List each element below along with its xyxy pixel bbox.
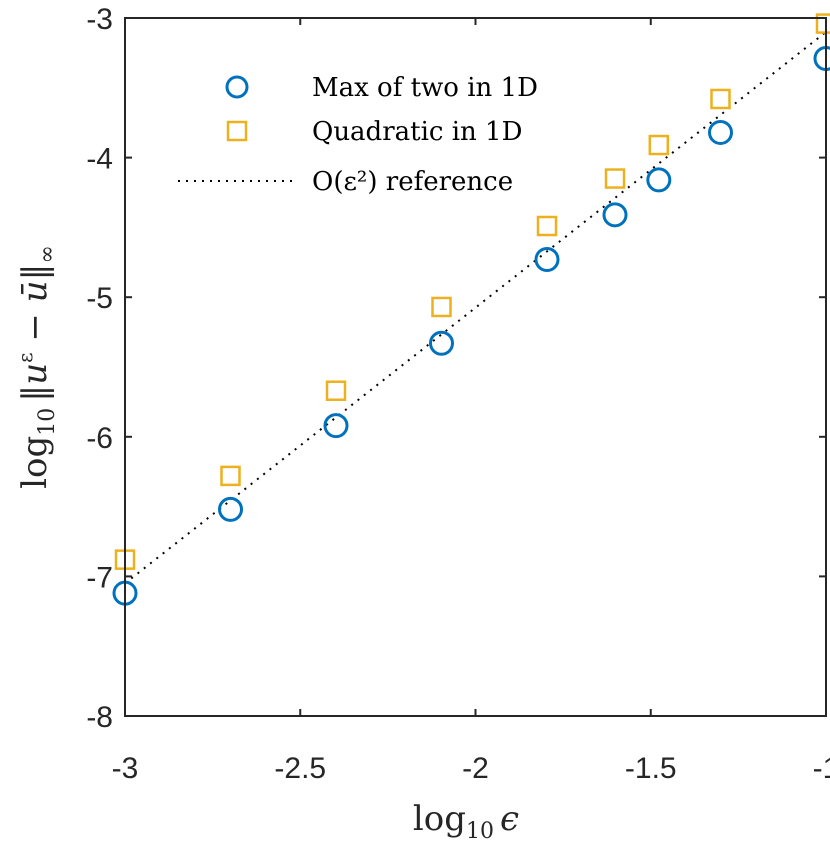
x-tick-label: -2 [462, 752, 489, 785]
axis-ticks: -3 -2.5 -2 -1.5 -1 -3 -4 -5 -6 -7 -8 [86, 3, 830, 785]
y-tick-label: -7 [86, 561, 113, 594]
y-tick-label: -8 [86, 701, 113, 734]
legend-label-max-of-two: Max of two in 1D [312, 73, 538, 103]
x-tick-label: -1 [813, 752, 830, 785]
x-axis-label: log10 ϵ [413, 799, 519, 843]
max-of-two-point [646, 167, 672, 193]
legend: Max of two in 1D Quadratic in 1D O(ε²) r… [178, 73, 538, 197]
max-of-two-point [602, 202, 628, 228]
quadratic-point [710, 88, 731, 110]
quadratic-point [536, 215, 558, 237]
legend-marker-max-of-two [225, 75, 249, 99]
quadratic-point [325, 380, 347, 401]
max-of-two-point [707, 119, 733, 145]
x-tick-label: -2.5 [274, 752, 326, 785]
quadratic-point [431, 296, 452, 318]
y-tick-label: -6 [86, 422, 113, 455]
quadratic-point [220, 465, 241, 487]
quadratic-point [648, 134, 670, 156]
chart-marks [112, 13, 830, 606]
y-tick-label: -4 [86, 143, 113, 176]
legend-marker-quadratic [226, 120, 248, 142]
max-of-two-point [323, 413, 349, 439]
x-tick-label: -1.5 [625, 752, 677, 785]
y-axis-label: log10‖uε − ū‖∞ [13, 245, 60, 489]
max-of-two-point [429, 330, 455, 356]
max-of-two-point [218, 496, 244, 522]
legend-label-reference: O(ε²) reference [312, 167, 513, 197]
y-tick-label: -5 [86, 282, 113, 315]
max-of-two-point [534, 247, 560, 273]
y-tick-label: -3 [86, 3, 113, 36]
quadratic-point [604, 168, 626, 189]
legend-label-quadratic: Quadratic in 1D [312, 117, 522, 147]
x-tick-label: -3 [112, 752, 139, 785]
